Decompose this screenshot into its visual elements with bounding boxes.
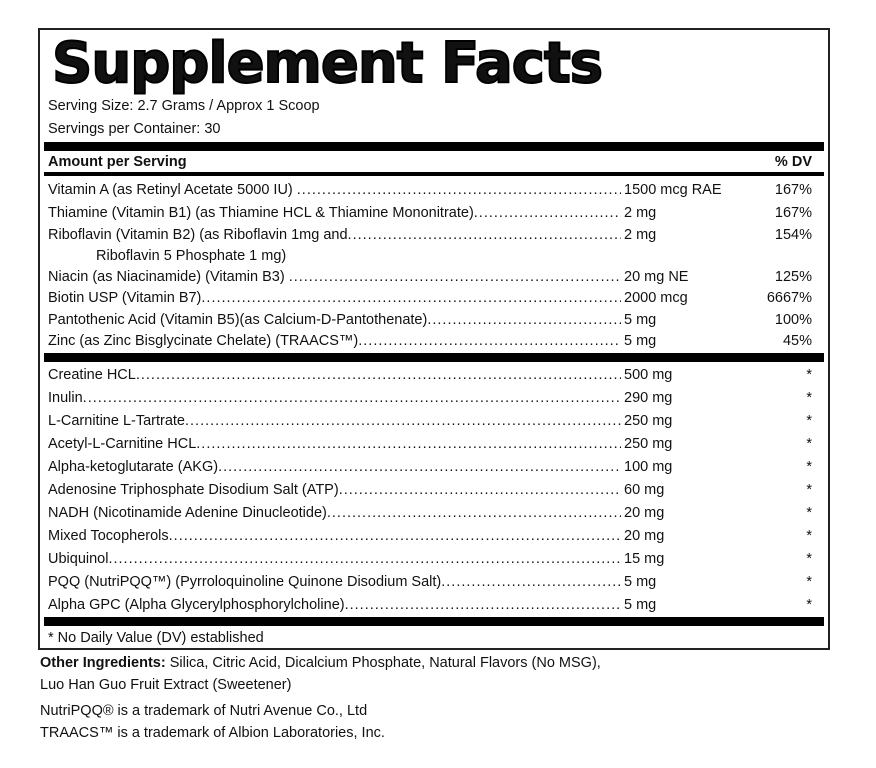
divider — [44, 172, 824, 176]
other-ingredients-line2: Luo Han Guo Fruit Extract (Sweetener) — [40, 677, 292, 693]
other-ingredients: Other Ingredients: Silica, Citric Acid, … — [40, 653, 601, 673]
nutrient-row: Alpha GPC (Alpha Glycerylphosphorylcholi… — [48, 595, 812, 615]
nutrient-row: Adenosine Triphosphate Disodium Salt (AT… — [48, 480, 812, 500]
daily-value: * — [806, 436, 812, 452]
nutrient-amount: 60 mg — [622, 480, 665, 500]
nutrient-amount: 20 mg — [622, 503, 665, 523]
nutrient-amount: 20 mg — [622, 526, 665, 546]
nutrient-name: Alpha GPC (Alpha Glycerylphosphorylcholi… — [48, 595, 621, 615]
nutrient-row: Acetyl-L-Carnitine HCL250 mg * — [48, 434, 812, 454]
nutrient-row: Creatine HCL500 mg * — [48, 365, 812, 385]
nutrient-amount: 2 mg — [622, 225, 657, 245]
nutrient-amount: 5 mg — [622, 572, 657, 592]
daily-value: 154% — [774, 227, 812, 243]
trademark-note: NutriPQQ® is a trademark of Nutri Avenue… — [40, 703, 368, 719]
other-ingredients-label: Other Ingredients: — [40, 655, 166, 671]
nutrient-amount: 250 mg — [622, 434, 673, 454]
divider — [44, 353, 824, 362]
daily-value: 100% — [774, 312, 812, 328]
nutrient-name: PQQ (NutriPQQ™) (Pyrroloquinoline Quinon… — [48, 572, 621, 592]
nutrient-row: Ubiquinol15 mg * — [48, 549, 812, 569]
daily-value: 167% — [774, 182, 812, 198]
nutrient-name: Ubiquinol — [48, 549, 621, 569]
nutrient-row: Alpha-ketoglutarate (AKG)100 mg * — [48, 457, 812, 477]
daily-value: * — [806, 459, 812, 475]
nutrient-amount: 2 mg — [622, 203, 657, 223]
nutrient-amount: 5 mg — [622, 595, 657, 615]
nutrient-amount: 15 mg — [622, 549, 665, 569]
nutrient-name: Acetyl-L-Carnitine HCL — [48, 434, 621, 454]
panel-title: Supplement Facts — [51, 31, 604, 97]
footnote: * No Daily Value (DV) established — [48, 630, 264, 646]
nutrient-name: Inulin — [48, 388, 621, 408]
nutrient-amount: 20 mg NE — [622, 267, 689, 287]
nutrient-row: Zinc (as Zinc Bisglycinate Chelate) (TRA… — [48, 331, 812, 351]
dv-header: % DV — [774, 154, 812, 170]
daily-value: * — [806, 413, 812, 429]
divider — [44, 142, 824, 151]
daily-value: * — [806, 482, 812, 498]
amount-header: Amount per Serving — [48, 154, 187, 170]
daily-value: * — [806, 390, 812, 406]
nutrient-name: Zinc (as Zinc Bisglycinate Chelate) (TRA… — [48, 331, 621, 351]
divider — [44, 617, 824, 626]
nutrient-amount: 5 mg — [622, 310, 657, 330]
nutrient-amount: 5 mg — [622, 331, 657, 351]
nutrient-name: Alpha-ketoglutarate (AKG) — [48, 457, 621, 477]
nutrient-row: L-Carnitine L-Tartrate250 mg * — [48, 411, 812, 431]
daily-value: * — [806, 505, 812, 521]
nutrient-name: Creatine HCL — [48, 365, 621, 385]
daily-value: 6667% — [766, 290, 812, 306]
nutrient-amount: 500 mg — [622, 365, 673, 385]
nutrient-row: NADH (Nicotinamide Adenine Dinucleotide)… — [48, 503, 812, 523]
nutrient-row: Thiamine (Vitamin B1) (as Thiamine HCL &… — [48, 203, 812, 223]
nutrient-name: Thiamine (Vitamin B1) (as Thiamine HCL &… — [48, 203, 621, 223]
nutrient-row: Mixed Tocopherols20 mg * — [48, 526, 812, 546]
daily-value: 167% — [774, 205, 812, 221]
daily-value: 125% — [774, 269, 812, 285]
daily-value: * — [806, 597, 812, 613]
nutrient-amount: 1500 mcg RAE — [622, 180, 722, 200]
nutrient-row: Vitamin A (as Retinyl Acetate 5000 IU) 1… — [48, 180, 812, 200]
daily-value: * — [806, 551, 812, 567]
nutrient-row: Inulin290 mg * — [48, 388, 812, 408]
trademark-note: TRAACS™ is a trademark of Albion Laborat… — [40, 725, 385, 741]
nutrient-name: Vitamin A (as Retinyl Acetate 5000 IU) — [48, 180, 621, 200]
daily-value: * — [806, 574, 812, 590]
nutrient-row: Riboflavin (Vitamin B2) (as Riboflavin 1… — [48, 225, 812, 245]
nutrient-row: Niacin (as Niacinamide) (Vitamin B3) 20 … — [48, 267, 812, 287]
nutrient-name: Biotin USP (Vitamin B7) — [48, 288, 621, 308]
nutrient-amount: 290 mg — [622, 388, 673, 408]
nutrient-name: L-Carnitine L-Tartrate — [48, 411, 621, 431]
nutrient-name: Riboflavin (Vitamin B2) (as Riboflavin 1… — [48, 225, 621, 245]
daily-value: * — [806, 528, 812, 544]
nutrient-row: Biotin USP (Vitamin B7)2000 mcg 6667% — [48, 288, 812, 308]
other-ingredients-line1: Silica, Citric Acid, Dicalcium Phosphate… — [165, 655, 601, 671]
nutrient-row: Pantothenic Acid (Vitamin B5)(as Calcium… — [48, 310, 812, 330]
nutrient-name: Mixed Tocopherols — [48, 526, 621, 546]
nutrient-amount: 100 mg — [622, 457, 673, 477]
nutrient-name: Niacin (as Niacinamide) (Vitamin B3) — [48, 267, 621, 287]
nutrient-name-continuation: Riboflavin 5 Phosphate 1 mg) — [96, 248, 287, 264]
nutrient-name: Pantothenic Acid (Vitamin B5)(as Calcium… — [48, 310, 621, 330]
daily-value: 45% — [782, 333, 812, 349]
servings-per-container: Servings per Container: 30 — [48, 121, 221, 137]
daily-value: * — [806, 367, 812, 383]
nutrient-row: PQQ (NutriPQQ™) (Pyrroloquinoline Quinon… — [48, 572, 812, 592]
nutrient-amount: 2000 mcg — [622, 288, 688, 308]
nutrient-name: Adenosine Triphosphate Disodium Salt (AT… — [48, 480, 621, 500]
nutrient-amount: 250 mg — [622, 411, 673, 431]
nutrient-name: NADH (Nicotinamide Adenine Dinucleotide) — [48, 503, 621, 523]
supplement-facts-panel: Supplement Facts Serving Size: 2.7 Grams… — [38, 28, 830, 650]
serving-size: Serving Size: 2.7 Grams / Approx 1 Scoop — [48, 98, 320, 114]
